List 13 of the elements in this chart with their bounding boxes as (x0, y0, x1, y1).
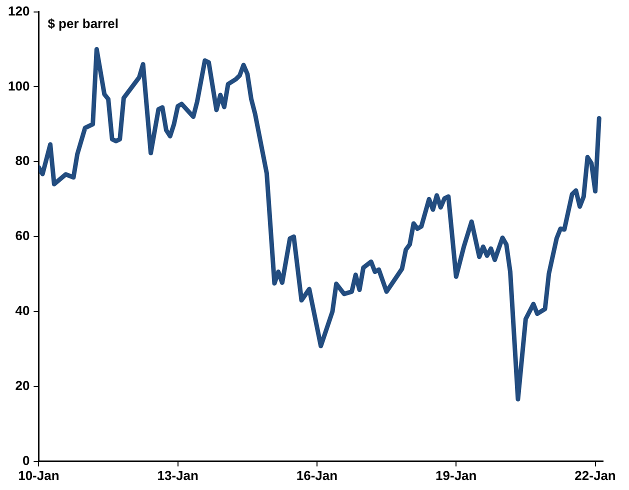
y-tick-label: 20 (15, 378, 30, 394)
x-tick-label: 10-Jan (18, 468, 60, 483)
x-tick-label: 22-Jan (574, 468, 616, 483)
y-tick-label: 60 (15, 228, 30, 244)
x-tick-label: 16-Jan (296, 468, 338, 483)
y-tick-label: 40 (15, 303, 30, 318)
y-tick-label: 120 (8, 3, 30, 18)
y-tick-label: 100 (8, 78, 30, 94)
y-axis-title: $ per barrel (48, 16, 119, 31)
x-tick-label: 13-Jan (157, 468, 198, 483)
x-tick-label: 19-Jan (436, 468, 477, 483)
y-tick-label: 80 (15, 153, 30, 168)
y-tick-label: 0 (22, 452, 30, 468)
